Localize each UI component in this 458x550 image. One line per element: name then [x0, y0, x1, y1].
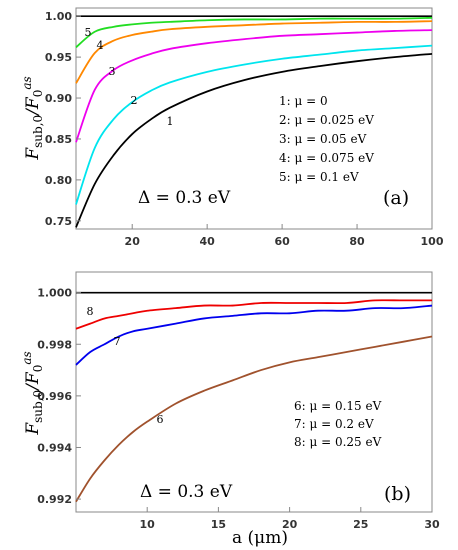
y-tick-label: 1.000 [37, 287, 72, 300]
series-line-1 [75, 52, 433, 228]
panel-tag-a: (a) [383, 187, 409, 209]
y-tick-label: 0.80 [45, 174, 72, 187]
series-line-8 [75, 299, 433, 330]
delta-annotation-a: Δ = 0.3 eV [138, 188, 231, 208]
legend-a: 1: μ = 0 2: μ = 0.025 eV 3: μ = 0.05 eV … [279, 94, 374, 184]
series-line-4 [75, 20, 433, 84]
x-tick-label: 40 [200, 235, 216, 248]
curve-label-7: 7 [114, 335, 121, 348]
x-tick-label: 100 [421, 235, 444, 248]
legend-entry-7: 7: μ = 0.2 eV [294, 417, 374, 431]
x-tick-label: 10 [140, 518, 156, 531]
series-line-6 [75, 335, 433, 503]
curve-label-3: 3 [109, 65, 116, 78]
series-line-5 [75, 16, 433, 48]
curve-label-2: 2 [131, 94, 138, 107]
y-tick-label: 0.994 [37, 441, 72, 454]
y-tick-label: 0.996 [37, 390, 72, 403]
curve-label-5: 5 [85, 26, 92, 39]
delta-annotation-b: Δ = 0.3 eV [140, 482, 233, 502]
x-tick-label: 20 [125, 235, 141, 248]
panel-tag-b: (b) [384, 483, 411, 505]
curve-label-8: 8 [87, 305, 94, 318]
plot-frame-a [75, 7, 433, 230]
y-tick-label: 0.90 [45, 92, 72, 105]
x-tick-label: 30 [424, 518, 440, 531]
x-tick-label: 15 [211, 518, 226, 531]
y-tick-label: 0.85 [45, 133, 72, 146]
legend-entry-1: 1: μ = 0 [279, 94, 328, 108]
legend-entry-3: 3: μ = 0.05 eV [279, 132, 367, 146]
y-tick-label: 0.75 [45, 215, 72, 228]
x-tick-label: 25 [353, 518, 368, 531]
curve-label-6: 6 [157, 413, 164, 426]
legend-entry-4: 4: μ = 0.075 eV [279, 151, 374, 165]
y-tick-label: 0.998 [37, 338, 72, 351]
legend-entry-5: 5: μ = 0.1 eV [279, 170, 359, 184]
curve-label-4: 4 [97, 39, 104, 52]
legend-entry-2: 2: μ = 0.025 eV [279, 113, 374, 127]
series-line-7 [75, 304, 433, 366]
series-line-2 [75, 44, 433, 205]
plot-frame-b [75, 271, 433, 513]
x-axis-label-b: a (μm) [232, 528, 288, 548]
legend-entry-6: 6: μ = 0.15 eV [294, 399, 382, 413]
legend-b: 6: μ = 0.15 eV 7: μ = 0.2 eV 8: μ = 0.25… [294, 399, 382, 449]
x-tick-label: 60 [274, 235, 290, 248]
y-tick-label: 0.95 [45, 51, 72, 64]
curve-label-1: 1 [167, 115, 174, 128]
x-tick-label: 80 [349, 235, 365, 248]
panel-a: 1 2 345 20 40 60 80 100 0.75 0.80 0.85 0.90 0.95 1.0… [20, 7, 444, 248]
y-tick-label: 1.00 [45, 10, 72, 23]
legend-entry-8: 8: μ = 0.25 eV [294, 435, 382, 449]
panel-b: 678 10 15 20 25 300.9920.9940.9960.9981.000 … [20, 271, 440, 548]
y-axis-label-a: Fsub,0/F0as [20, 76, 45, 160]
y-axis-label-b: Fsub,0/F0as [20, 351, 45, 435]
y-tick-label: 0.992 [37, 493, 72, 506]
x-tick-label: 20 [282, 518, 298, 531]
series-line-3 [75, 29, 433, 143]
